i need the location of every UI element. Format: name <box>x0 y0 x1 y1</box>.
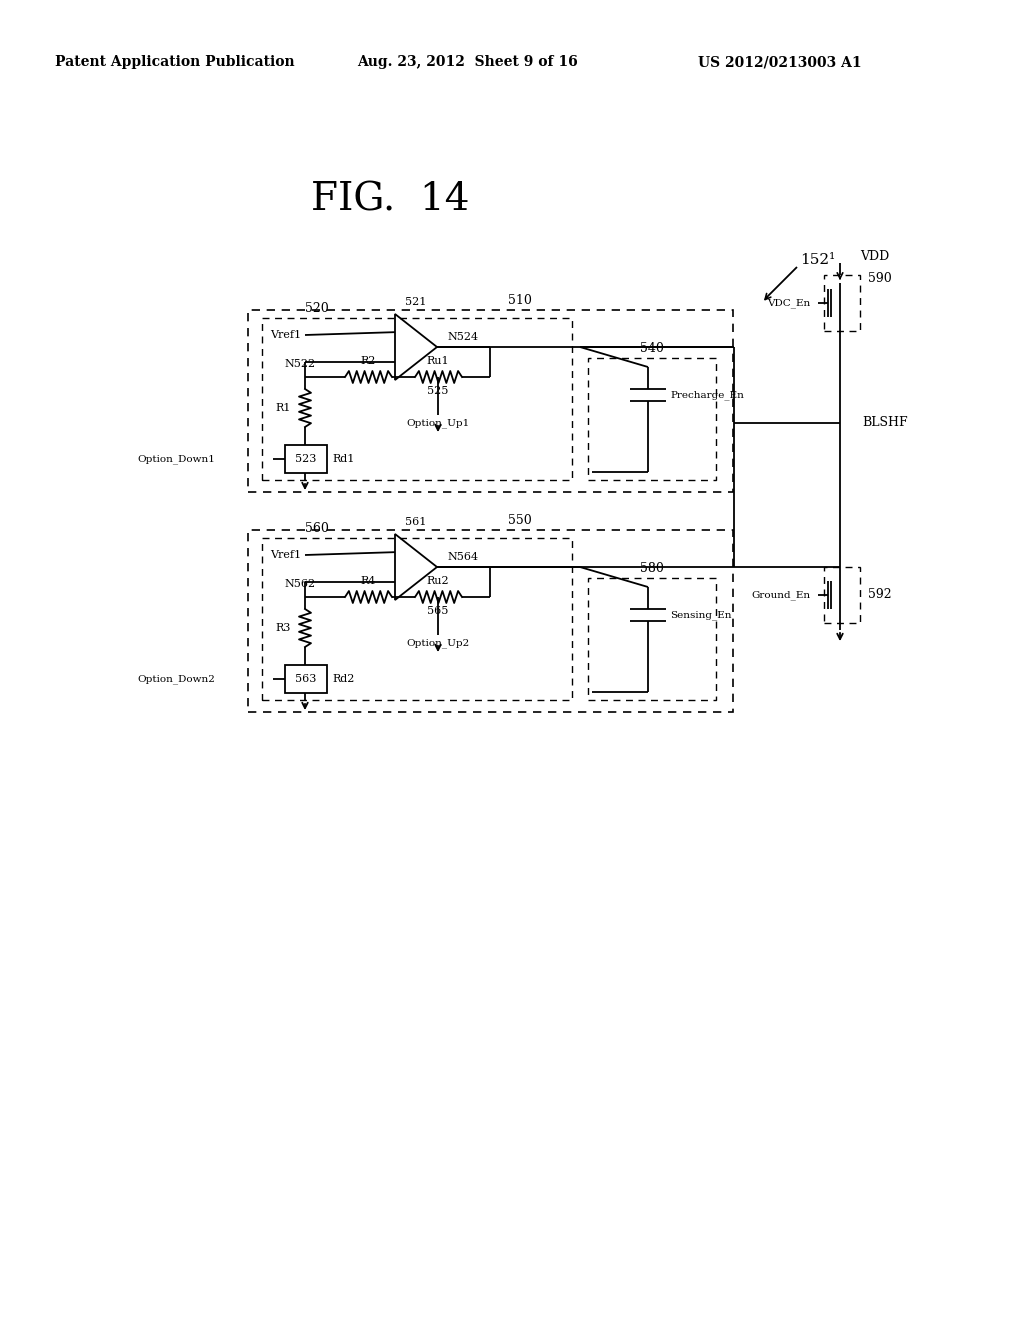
Text: Option_Up2: Option_Up2 <box>407 638 470 648</box>
Bar <box>262 539 572 700</box>
Text: Ru1: Ru1 <box>427 356 450 366</box>
Text: FIG.  14: FIG. 14 <box>310 181 469 219</box>
Bar <box>588 358 716 480</box>
Text: 525: 525 <box>427 385 449 396</box>
Text: 565: 565 <box>427 606 449 616</box>
Text: Vref1: Vref1 <box>270 330 301 341</box>
Text: 540: 540 <box>640 342 664 355</box>
Text: R3: R3 <box>275 623 291 634</box>
Text: 152¹: 152¹ <box>800 253 836 267</box>
Text: VDC_En: VDC_En <box>767 298 810 308</box>
Text: R2: R2 <box>360 356 376 366</box>
Bar <box>248 310 733 492</box>
Text: Rd1: Rd1 <box>332 454 354 465</box>
Text: N562: N562 <box>285 579 315 589</box>
Bar <box>285 665 327 693</box>
Text: 550: 550 <box>508 515 531 528</box>
Text: Ground_En: Ground_En <box>751 590 810 599</box>
Text: Rd2: Rd2 <box>332 675 354 684</box>
Bar <box>248 531 733 711</box>
Text: VDD: VDD <box>860 251 889 264</box>
Text: 561: 561 <box>406 517 427 527</box>
Text: Patent Application Publication: Patent Application Publication <box>55 55 295 69</box>
Text: Sensing_En: Sensing_En <box>670 610 731 620</box>
Text: 563: 563 <box>295 675 316 684</box>
Text: Ru2: Ru2 <box>427 576 450 586</box>
Text: 510: 510 <box>508 294 531 308</box>
Bar <box>285 445 327 473</box>
Text: R1: R1 <box>275 403 291 413</box>
Text: 521: 521 <box>406 297 427 308</box>
Text: 592: 592 <box>868 589 892 602</box>
Text: Vref1: Vref1 <box>270 550 301 560</box>
Bar <box>824 275 860 331</box>
Text: Precharge_En: Precharge_En <box>670 391 743 400</box>
Bar <box>262 318 572 480</box>
Text: 560: 560 <box>305 523 329 536</box>
Text: Option_Down1: Option_Down1 <box>137 454 215 463</box>
Text: Aug. 23, 2012  Sheet 9 of 16: Aug. 23, 2012 Sheet 9 of 16 <box>356 55 578 69</box>
Text: 580: 580 <box>640 562 664 576</box>
Text: BLSHF: BLSHF <box>862 417 907 429</box>
Text: N524: N524 <box>447 333 478 342</box>
Text: 523: 523 <box>295 454 316 465</box>
Text: 520: 520 <box>305 302 329 315</box>
Text: Option_Up1: Option_Up1 <box>407 418 470 428</box>
Text: 590: 590 <box>868 272 892 285</box>
Text: US 2012/0213003 A1: US 2012/0213003 A1 <box>698 55 862 69</box>
Bar <box>824 568 860 623</box>
Text: Option_Down2: Option_Down2 <box>137 675 215 684</box>
Text: N522: N522 <box>285 359 315 370</box>
Bar <box>588 578 716 700</box>
Text: N564: N564 <box>447 552 478 562</box>
Text: R4: R4 <box>360 576 376 586</box>
